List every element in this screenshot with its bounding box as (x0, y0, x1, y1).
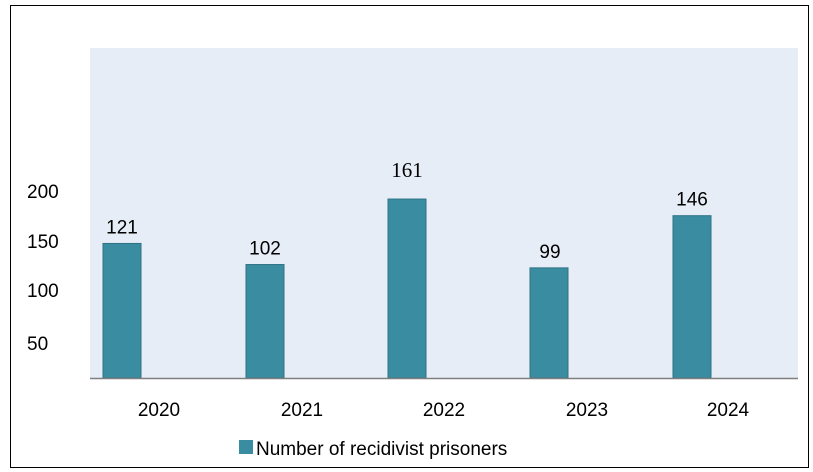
bars-group (102, 198, 712, 379)
bar-2020 (102, 242, 142, 379)
data-label-2023: 99 (539, 242, 560, 263)
legend-swatch (239, 440, 253, 454)
y-tick-label-50: 50 (27, 334, 48, 355)
x-tick-label-2022: 2022 (423, 400, 465, 421)
x-tick-label-2024: 2024 (707, 400, 750, 421)
y-tick-label-150: 150 (27, 232, 59, 253)
bar-2024 (672, 215, 712, 379)
y-tick-label-100: 100 (27, 281, 59, 302)
data-label-2020: 121 (106, 217, 138, 238)
x-axis-tick-labels: 2020 2021 2022 2023 2024 (138, 400, 750, 421)
y-axis-tick-labels: 50 100 150 200 (27, 182, 59, 355)
data-label-2022: 161 (391, 158, 423, 182)
legend: Number of recidivist prisoners (239, 439, 507, 460)
x-tick-label-2023: 2023 (566, 400, 608, 421)
data-label-2021: 102 (249, 239, 281, 260)
x-tick-label-2020: 2020 (138, 400, 180, 421)
data-labels-group: 121 102 161 99 146 (106, 158, 708, 263)
data-label-2024: 146 (676, 190, 708, 211)
bar-2021 (245, 264, 285, 379)
x-tick-label-2021: 2021 (281, 400, 323, 421)
bar-2022 (387, 198, 427, 379)
legend-label: Number of recidivist prisoners (256, 439, 507, 460)
bar-2023 (529, 267, 569, 379)
y-tick-label-200: 200 (27, 182, 59, 203)
